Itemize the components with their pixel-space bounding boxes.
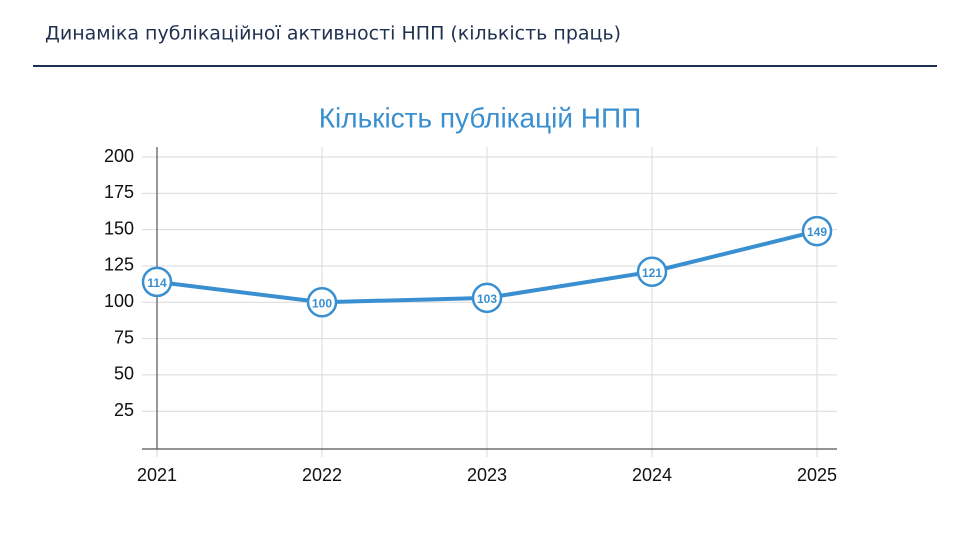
x-tick-label: 2024 [632,465,672,485]
data-point [801,215,833,247]
chart-title: Кількість публікацій НПП [319,102,642,133]
x-tick-label: 2023 [467,465,507,485]
header-title: Динаміка публікаційної активності НПП (к… [45,23,621,45]
y-tick-label: 200 [104,146,134,166]
data-point [636,256,668,287]
data-label: 114 [147,276,167,290]
x-tick-label: 2025 [797,465,837,485]
y-tick-label: 75 [114,327,134,347]
y-tick-label: 25 [114,400,134,420]
y-tick-label: 100 [104,291,134,311]
y-tick-label: 150 [104,218,134,238]
data-point [471,282,503,314]
x-tick-label: 2022 [302,465,342,485]
data-point [141,266,173,298]
data-label: 103 [477,292,497,306]
x-tick-label: 2021 [137,465,177,485]
y-tick-label: 125 [104,255,134,275]
y-tick-label: 50 [114,364,134,384]
data-point [306,287,338,318]
data-label: 121 [642,266,662,280]
data-label: 100 [312,296,332,310]
y-tick-label: 175 [104,182,134,202]
data-label: 149 [807,225,827,239]
